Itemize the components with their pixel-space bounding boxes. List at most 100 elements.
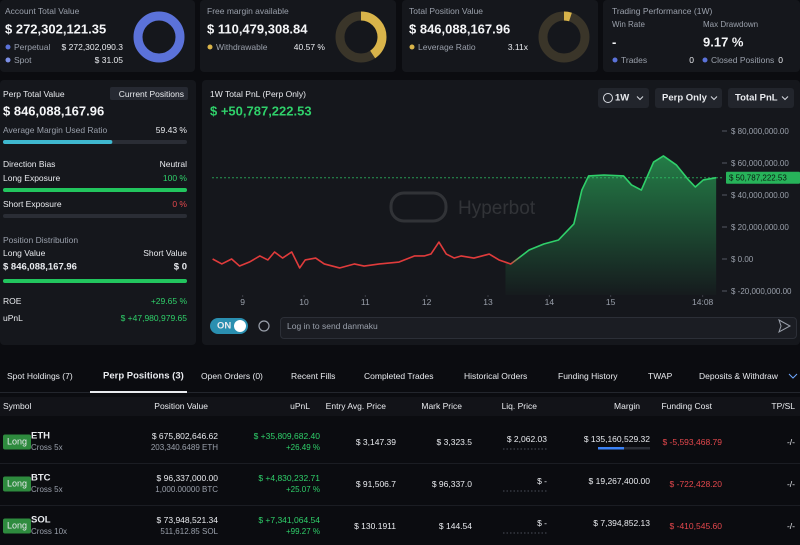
column-header[interactable]: Liq. Price [501, 400, 537, 411]
danmaku-input[interactable] [280, 317, 797, 339]
column-header[interactable]: TP/SL [771, 400, 795, 411]
legend-dot [409, 44, 415, 50]
chevron [636, 96, 644, 101]
text: $ +50,787,222.53 [210, 103, 312, 119]
progress-fill [3, 279, 187, 283]
text: -/- [786, 478, 795, 489]
button[interactable] [110, 87, 188, 100]
x-tick-label: 15 [606, 297, 616, 307]
settings-icon [258, 320, 270, 332]
x-tick-label: 12 [422, 297, 432, 307]
y-tick-label: $ 0.00 [731, 255, 754, 264]
tab[interactable]: Open Orders (0) [201, 370, 263, 381]
x-tick-label: 10 [299, 297, 309, 307]
column-header[interactable]: Entry Avg. Price [325, 400, 386, 411]
column-header[interactable]: Funding Cost [661, 400, 712, 411]
text[interactable]: Total PnL [735, 92, 778, 104]
text: +29.65 % [150, 295, 187, 306]
text: uPnL [3, 312, 23, 323]
text: Short Exposure [3, 198, 62, 209]
text: 203,340.6489 ETH [150, 443, 218, 452]
button[interactable] [655, 88, 722, 108]
tab[interactable]: Spot Holdings (7) [7, 370, 73, 381]
column-header[interactable]: uPnL [290, 400, 310, 411]
legend-dot [5, 57, 11, 63]
text: Direction Bias [3, 158, 56, 169]
toggle-knob [234, 320, 246, 332]
row-divider [0, 463, 800, 464]
tab[interactable]: Deposits & Withdraw [699, 371, 778, 381]
column-header[interactable]: Position Value [154, 400, 208, 411]
text: -/- [786, 520, 795, 531]
text: $ 91,506.7 [355, 478, 396, 489]
text[interactable]: 1W [615, 92, 630, 104]
text: $ -722,428.20 [669, 478, 722, 489]
text: $ 272,302,090.3 [61, 41, 123, 52]
text: $ 31.05 [94, 54, 123, 65]
tab[interactable]: Perp Positions (3) [103, 370, 184, 382]
legend-dot [612, 57, 618, 63]
text: $ - [537, 517, 547, 528]
text: $ 96,337.0 [431, 478, 472, 489]
column-header[interactable]: Margin [614, 400, 640, 411]
text[interactable]: Current Positions [118, 88, 184, 99]
tab[interactable]: Completed Trades [364, 370, 434, 381]
send-icon [778, 318, 792, 334]
x-tick-label: 14 [545, 297, 555, 307]
text[interactable]: ON [217, 320, 232, 332]
progress-track [3, 214, 187, 218]
text: $ 846,088,167.96 [3, 261, 77, 273]
text: 1W Total PnL (Perp Only) [210, 88, 306, 99]
legend-dot [5, 44, 11, 50]
tab[interactable]: Historical Orders [464, 370, 528, 381]
text: Account Total Value [5, 5, 80, 16]
text: $ 19,267,400.00 [588, 475, 650, 486]
text[interactable]: Perp Only [662, 92, 707, 104]
side-badge: Long [3, 476, 32, 492]
side-badge: Long [3, 434, 32, 450]
text: Cross 5x [31, 485, 63, 494]
column-header[interactable]: Mark Price [421, 400, 462, 411]
text: 0 [689, 54, 694, 65]
text: $ 7,394,852.13 [593, 517, 650, 528]
table-header-bg [0, 397, 800, 416]
x-tick-label: 11 [361, 297, 370, 307]
y-tick-label: $ -20,000,000.00 [731, 287, 792, 296]
text: $ 110,479,308.84 [207, 21, 308, 37]
button[interactable] [598, 88, 649, 108]
tab[interactable]: Funding History [558, 370, 618, 381]
text: ETH [31, 430, 50, 442]
text: 40.57 % [293, 41, 325, 52]
margin-bar-fill [598, 447, 624, 450]
text: 59.43 % [155, 124, 187, 135]
text: 3.11x [507, 41, 528, 52]
donut-track [538, 11, 590, 63]
text: +99.27 % [285, 527, 320, 536]
tab[interactable]: TWAP [648, 370, 673, 381]
y-tick-label: $ 80,000,000.00 [731, 127, 789, 136]
text: Max Drawdown [703, 20, 759, 29]
button[interactable] [728, 88, 794, 108]
watermark-logo [389, 191, 448, 223]
text: Cross 10x [31, 527, 68, 536]
tab-border [0, 392, 800, 393]
text: Win Rate [612, 20, 645, 29]
text: SOL [31, 514, 51, 526]
text: $ 675,802,646.62 [151, 430, 218, 441]
text: Average Margin Used Ratio [3, 124, 108, 135]
text: Neutral [159, 158, 187, 169]
column-header: Symbol [3, 400, 32, 411]
text: $ 2,062.03 [506, 433, 547, 444]
text: $ 272,302,121.35 [5, 21, 107, 37]
text: 9.17 % [703, 34, 744, 50]
text: $ +35,809,682.40 [253, 430, 320, 441]
text: $ - [537, 475, 547, 486]
text[interactable]: Log in to send danmaku [287, 320, 378, 331]
text: $ 0 [173, 261, 187, 273]
tab[interactable]: Recent Fills [291, 370, 336, 381]
text: $ 3,147.39 [355, 436, 396, 447]
y-tick-label: $ 60,000,000.00 [731, 159, 789, 168]
text: $ -5,593,468.79 [662, 436, 722, 447]
text: $ 135,160,529.32 [583, 433, 650, 444]
